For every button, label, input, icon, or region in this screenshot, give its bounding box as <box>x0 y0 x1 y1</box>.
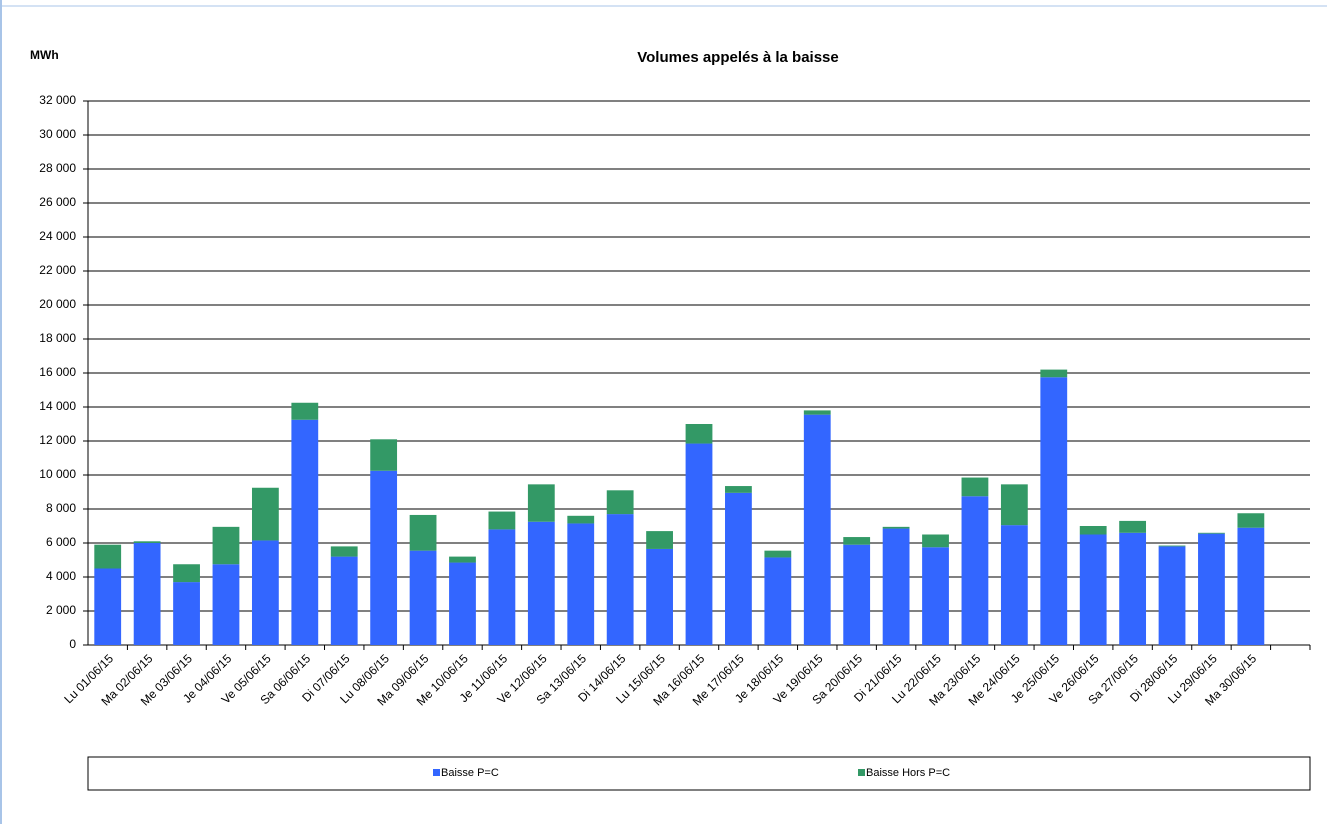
bar-segment <box>1040 377 1068 645</box>
bar-segment <box>764 550 792 558</box>
bar-segment <box>646 531 673 549</box>
bar-segment <box>291 402 319 420</box>
bar-segment <box>251 487 279 541</box>
bar-segment <box>1158 545 1186 547</box>
bar-segment <box>882 528 910 645</box>
bar-segment <box>685 443 713 645</box>
bar-segment <box>803 410 831 415</box>
bar-segment <box>212 526 240 565</box>
y-tick-label: 16 000 <box>39 365 76 379</box>
bar-segment <box>843 537 871 545</box>
bar-segment <box>449 556 476 563</box>
bar-segment <box>488 529 516 645</box>
bar-segment <box>1079 534 1107 645</box>
bar-segment <box>173 582 200 645</box>
y-tick-label: 30 000 <box>39 127 76 141</box>
y-tick-label: 24 000 <box>39 229 76 243</box>
legend-swatch <box>433 769 440 776</box>
bar-segment <box>1000 484 1028 526</box>
bar-segment <box>922 534 949 548</box>
bar-segment <box>725 486 752 493</box>
bar-segment <box>961 496 989 645</box>
bar-segment <box>1119 532 1147 645</box>
bar-segment <box>488 511 516 530</box>
y-tick-label: 22 000 <box>39 263 76 277</box>
y-tick-label: 28 000 <box>39 161 76 175</box>
bar-segment <box>527 484 555 522</box>
bar-segment <box>370 439 398 471</box>
bar-segment <box>1237 513 1265 528</box>
legend-label: Baisse Hors P=C <box>866 767 950 779</box>
bar-segment <box>173 564 200 583</box>
y-axis-label: MWh <box>30 48 59 62</box>
bar-segment <box>1040 369 1068 378</box>
bar-segment <box>409 514 437 551</box>
bar-segment <box>94 544 122 569</box>
bar-segment <box>527 521 555 645</box>
bar-segment <box>764 557 792 645</box>
bar-segment <box>882 526 910 529</box>
bar-segment <box>1158 546 1186 645</box>
bar-segment <box>567 515 595 524</box>
y-tick-label: 26 000 <box>39 195 76 209</box>
y-tick-label: 0 <box>69 637 76 651</box>
bar-segment <box>646 548 673 645</box>
y-tick-label: 18 000 <box>39 331 76 345</box>
bar-segment <box>1000 525 1028 645</box>
y-tick-label: 14 000 <box>39 399 76 413</box>
bar-segment <box>803 414 831 645</box>
legend-box <box>87 756 1311 791</box>
bar-segment <box>1237 527 1265 645</box>
y-tick-label: 2 000 <box>46 603 76 617</box>
bar-segment <box>685 424 713 444</box>
bar-segment <box>1079 526 1107 535</box>
bar-segment <box>133 541 161 543</box>
bar-segment <box>291 419 319 645</box>
y-tick-label: 12 000 <box>39 433 76 447</box>
bar-segment <box>212 564 240 645</box>
bar-segment <box>370 470 398 645</box>
y-tick-label: 20 000 <box>39 297 76 311</box>
bar-segment <box>449 562 476 645</box>
bar-segment <box>567 523 595 645</box>
chart-title: Volumes appelés à la baisse <box>637 49 839 66</box>
bar-segment <box>1119 520 1147 533</box>
y-tick-label: 4 000 <box>46 569 76 583</box>
y-tick-label: 6 000 <box>46 535 76 549</box>
bar-segment <box>606 490 634 515</box>
bar-segment <box>251 540 279 645</box>
bar-segment <box>1198 532 1225 534</box>
bar-segment <box>843 544 871 645</box>
legend-label: Baisse P=C <box>441 767 499 779</box>
y-tick-label: 8 000 <box>46 501 76 515</box>
bar-segment <box>330 546 358 557</box>
bar-segment <box>961 477 989 497</box>
bar-segment <box>330 556 358 645</box>
bar-segment <box>94 568 122 645</box>
y-tick-label: 32 000 <box>39 93 76 107</box>
bar-segment <box>725 492 752 645</box>
bar-segment <box>133 543 161 645</box>
bar-segment <box>409 550 437 645</box>
legend-swatch <box>858 769 865 776</box>
bar-segment <box>1198 533 1225 645</box>
y-tick-label: 10 000 <box>39 467 76 481</box>
bar-segment <box>922 547 949 645</box>
bar-segment <box>606 514 634 645</box>
